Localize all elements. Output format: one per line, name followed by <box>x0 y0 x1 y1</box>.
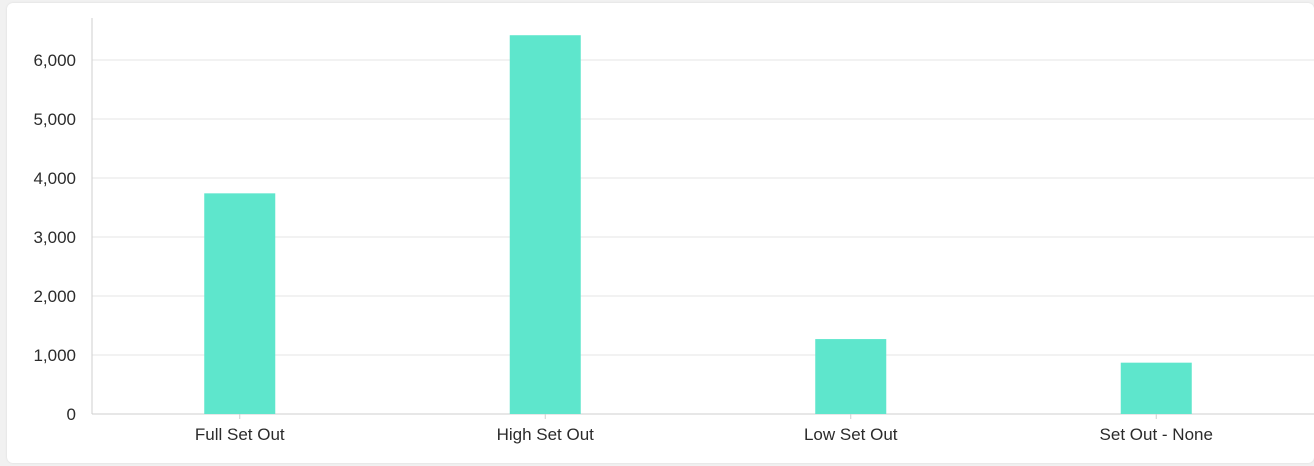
grid-lines <box>92 59 1314 356</box>
bar[interactable] <box>1120 362 1192 414</box>
y-tick-label: 6,000 <box>33 51 76 70</box>
y-tick-label: 0 <box>67 405 76 424</box>
x-tick-label: Low Set Out <box>804 425 898 444</box>
bar[interactable] <box>509 35 581 414</box>
chart-card: 0 1,000 2,000 3,000 4,000 5,000 6,000 Full Set… <box>7 3 1314 463</box>
bar[interactable] <box>815 339 887 414</box>
x-tick-labels: Full Set Out High Set Out Low Set Out Set O… <box>195 425 1213 444</box>
y-tick-label: 1,000 <box>33 346 76 365</box>
bar[interactable] <box>204 193 276 414</box>
y-tick-label: 5,000 <box>33 110 76 129</box>
y-tick-labels: 0 1,000 2,000 3,000 4,000 5,000 6,000 <box>33 51 76 424</box>
y-tick-label: 2,000 <box>33 287 76 306</box>
y-tick-label: 3,000 <box>33 228 76 247</box>
y-tick-label: 4,000 <box>33 169 76 188</box>
x-tick-label: High Set Out <box>497 425 595 444</box>
x-tick-label: Set Out - None <box>1100 425 1213 444</box>
bar-chart: 0 1,000 2,000 3,000 4,000 5,000 6,000 Full Set… <box>33 18 1314 444</box>
bars <box>204 35 1192 414</box>
axes <box>91 18 1314 419</box>
x-tick-label: Full Set Out <box>195 425 285 444</box>
